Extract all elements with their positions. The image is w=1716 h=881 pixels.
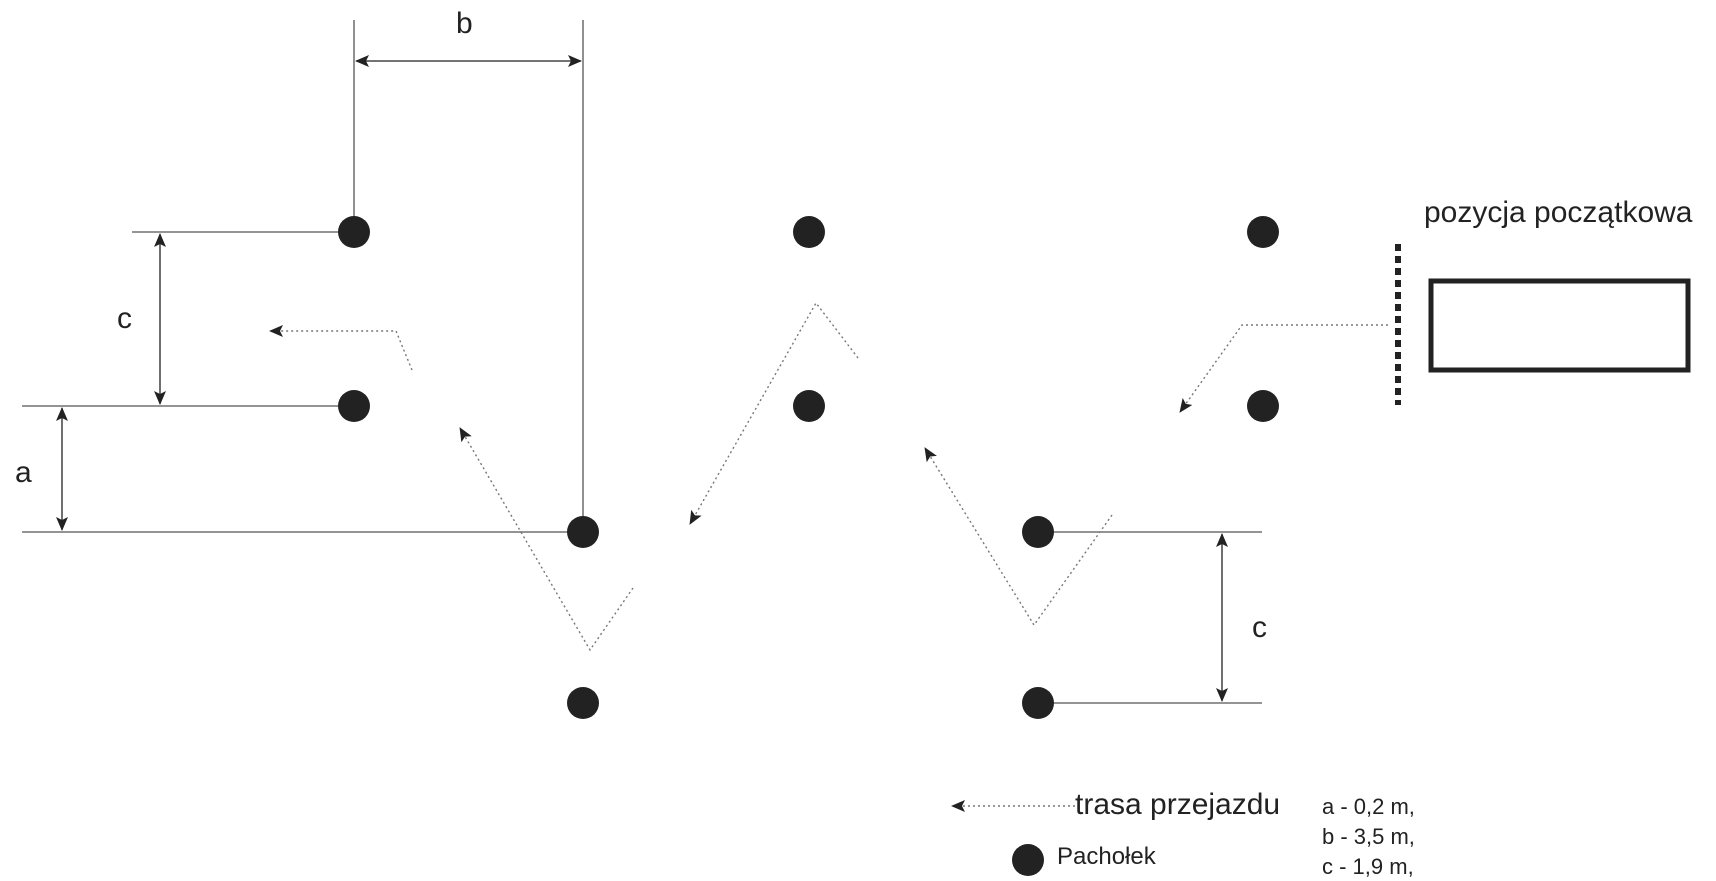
cone — [338, 390, 370, 422]
note-a: a - 0,2 m, — [1322, 794, 1415, 819]
dim-a-label: a — [15, 456, 32, 489]
legend-cone-label: Pachołek — [1057, 843, 1157, 870]
cone — [567, 687, 599, 719]
cone — [1247, 390, 1279, 422]
route-segment-2 — [924, 447, 1113, 627]
dimension-notes: a - 0,2 m, b - 3,5 m, c - 1,9 m, — [1322, 794, 1415, 879]
route-segment-5 — [269, 325, 413, 371]
cone — [338, 216, 370, 248]
cone — [793, 390, 825, 422]
dim-b-label: b — [456, 7, 473, 40]
route-path — [269, 301, 1388, 652]
dim-c-right-label: c — [1252, 611, 1267, 644]
legend: trasa przejazdu Pachołek — [951, 788, 1280, 876]
legend-cone-icon — [1012, 844, 1044, 876]
vehicle-box — [1428, 278, 1691, 373]
cone — [793, 216, 825, 248]
cone — [1247, 216, 1279, 248]
dim-c-left-label: c — [117, 302, 132, 335]
cone — [567, 516, 599, 548]
route-segment-3 — [689, 301, 859, 525]
guide-lines — [22, 20, 1262, 704]
route-segment-4 — [459, 427, 634, 652]
start-position-label: pozycja początkowa — [1424, 196, 1693, 229]
note-c: c - 1,9 m, — [1322, 854, 1414, 879]
cone — [1022, 516, 1054, 548]
legend-route-label: trasa przejazdu — [1075, 788, 1280, 821]
cone — [1022, 687, 1054, 719]
route-segment-1 — [1179, 324, 1388, 413]
note-b: b - 3,5 m, — [1322, 824, 1415, 849]
dimension-arrows — [56, 55, 1228, 702]
cones — [338, 216, 1279, 719]
